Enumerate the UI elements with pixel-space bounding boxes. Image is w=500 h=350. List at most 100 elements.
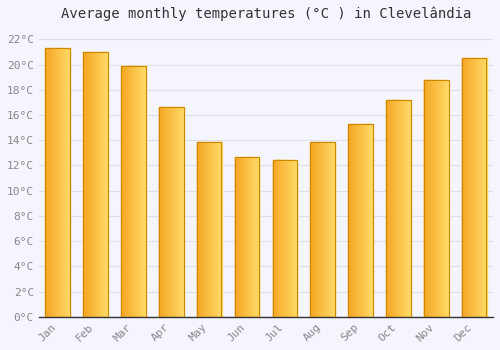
Bar [355, 124, 356, 317]
Bar [216, 141, 217, 317]
Bar [52, 48, 53, 317]
Bar [172, 107, 173, 317]
Bar [99, 52, 100, 317]
Bar [327, 141, 328, 317]
Bar [217, 141, 218, 317]
Bar [138, 66, 139, 317]
Bar [249, 157, 250, 317]
Bar [171, 107, 172, 317]
Bar [205, 141, 206, 317]
Bar [90, 52, 91, 317]
Bar [129, 66, 130, 317]
Bar [288, 160, 289, 317]
Bar [358, 124, 359, 317]
Bar [365, 124, 366, 317]
Bar [131, 66, 132, 317]
Bar [57, 48, 58, 317]
Bar [95, 52, 96, 317]
Bar [331, 141, 332, 317]
Bar [356, 124, 357, 317]
Bar [408, 100, 409, 317]
Bar [428, 80, 429, 317]
Bar [296, 160, 297, 317]
Bar [443, 80, 444, 317]
Bar [84, 52, 108, 317]
Bar [246, 157, 247, 317]
Bar [212, 141, 213, 317]
Bar [163, 107, 164, 317]
Bar [483, 58, 484, 317]
Bar [123, 66, 124, 317]
Bar [396, 100, 397, 317]
Bar [323, 141, 324, 317]
Bar [132, 66, 133, 317]
Bar [313, 141, 314, 317]
Bar [424, 80, 425, 317]
Bar [133, 66, 134, 317]
Bar [289, 160, 290, 317]
Bar [462, 58, 486, 317]
Bar [325, 141, 326, 317]
Bar [291, 160, 292, 317]
Bar [409, 100, 410, 317]
Bar [56, 48, 58, 317]
Bar [93, 52, 94, 317]
Bar [426, 80, 427, 317]
Bar [104, 52, 105, 317]
Bar [130, 66, 131, 317]
Bar [465, 58, 466, 317]
Bar [290, 160, 291, 317]
Bar [425, 80, 426, 317]
Bar [258, 157, 259, 317]
Bar [320, 141, 322, 317]
Bar [311, 141, 312, 317]
Bar [293, 160, 294, 317]
Bar [371, 124, 372, 317]
Bar [211, 141, 212, 317]
Bar [107, 52, 108, 317]
Bar [310, 141, 311, 317]
Bar [61, 48, 62, 317]
Bar [275, 160, 276, 317]
Bar [255, 157, 256, 317]
Bar [106, 52, 107, 317]
Bar [286, 160, 287, 317]
Bar [468, 58, 469, 317]
Bar [203, 141, 204, 317]
Bar [213, 141, 214, 317]
Bar [48, 48, 49, 317]
Bar [207, 141, 208, 317]
Bar [354, 124, 355, 317]
Bar [314, 141, 315, 317]
Bar [348, 124, 349, 317]
Bar [386, 100, 410, 317]
Bar [482, 58, 483, 317]
Bar [322, 141, 323, 317]
Bar [60, 48, 61, 317]
Bar [162, 107, 163, 317]
Bar [287, 160, 288, 317]
Bar [215, 141, 216, 317]
Bar [442, 80, 443, 317]
Bar [177, 107, 178, 317]
Bar [472, 58, 473, 317]
Bar [96, 52, 97, 317]
Bar [485, 58, 486, 317]
Bar [170, 107, 171, 317]
Bar [481, 58, 482, 317]
Bar [462, 58, 463, 317]
Bar [94, 52, 95, 317]
Bar [368, 124, 369, 317]
Bar [352, 124, 353, 317]
Bar [328, 141, 329, 317]
Bar [174, 107, 175, 317]
Bar [326, 141, 327, 317]
Bar [242, 157, 243, 317]
Bar [178, 107, 179, 317]
Bar [140, 66, 141, 317]
Bar [427, 80, 428, 317]
Bar [87, 52, 88, 317]
Bar [362, 124, 363, 317]
Bar [66, 48, 67, 317]
Bar [349, 124, 350, 317]
